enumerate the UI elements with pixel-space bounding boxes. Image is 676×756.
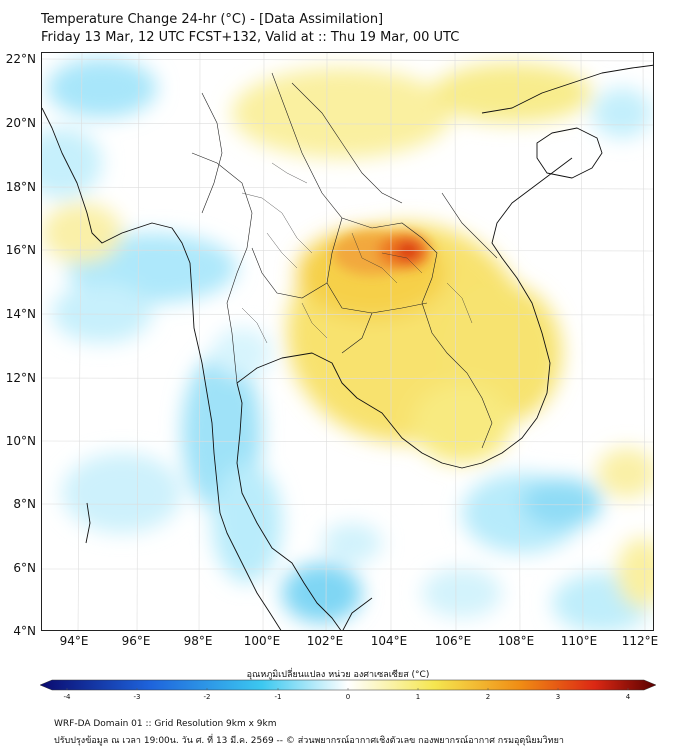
- colorbar-tick-label: 3: [555, 693, 561, 701]
- country-borders: [191, 72, 498, 449]
- colorbar: [40, 679, 656, 691]
- lon-label: 98°E: [183, 634, 213, 648]
- map-title: Temperature Change 24-hr (°C) - [Data As…: [41, 12, 384, 27]
- colorbar-tick-label: 1: [415, 693, 421, 701]
- lat-label: 6°N: [13, 561, 36, 575]
- lat-label: 16°N: [5, 243, 36, 257]
- lat-label: 18°N: [5, 180, 36, 194]
- colorbar-tick-label: -1: [274, 693, 282, 701]
- map-panel: [41, 52, 654, 631]
- footer-credits: ปรับปรุงข้อมูล ณ เวลา 19:00น. วัน ศ. ที่…: [54, 736, 564, 746]
- lon-label: 104°E: [370, 634, 408, 648]
- colorbar-tick-label: 0: [345, 693, 351, 701]
- lon-label: 106°E: [434, 634, 472, 648]
- colorbar-title: อุณหภูมิเปลี่ยนแปลง หน่วย องศาเซลเซียส (…: [246, 670, 430, 680]
- map-subtitle: Friday 13 Mar, 12 UTC FCST+132, Valid at…: [41, 30, 460, 45]
- lat-label: 8°N: [13, 497, 36, 511]
- graticule: [42, 53, 653, 630]
- lat-label: 22°N: [5, 52, 36, 66]
- province-lines: [241, 162, 473, 344]
- lon-label: 108°E: [497, 634, 535, 648]
- lat-label: 14°N: [5, 307, 36, 321]
- lon-label: 112°E: [621, 634, 659, 648]
- lat-label: 20°N: [5, 116, 36, 130]
- lat-label: 12°N: [5, 371, 36, 385]
- lat-label: 4°N: [13, 624, 36, 638]
- lat-label: 10°N: [5, 434, 36, 448]
- lon-label: 100°E: [243, 634, 281, 648]
- temperature-field: [42, 58, 653, 630]
- colorbar-ticks: [66, 688, 629, 690]
- colorbar-tick-label: 4: [625, 693, 631, 701]
- temperature-change-map: [42, 53, 653, 630]
- footer-model-info: WRF-DA Domain 01 :: Grid Resolution 9km …: [54, 719, 277, 729]
- lon-label: 96°E: [121, 634, 151, 648]
- colorbar-tick-label: -2: [203, 693, 211, 701]
- coastlines: [42, 64, 653, 630]
- colorbar-tick-label: -3: [133, 693, 141, 701]
- lon-label: 110°E: [560, 634, 598, 648]
- lon-label: 94°E: [59, 634, 89, 648]
- colorbar-tick-label: 2: [485, 693, 491, 701]
- colorbar-tick-label: -4: [63, 693, 71, 701]
- lon-label: 102°E: [306, 634, 344, 648]
